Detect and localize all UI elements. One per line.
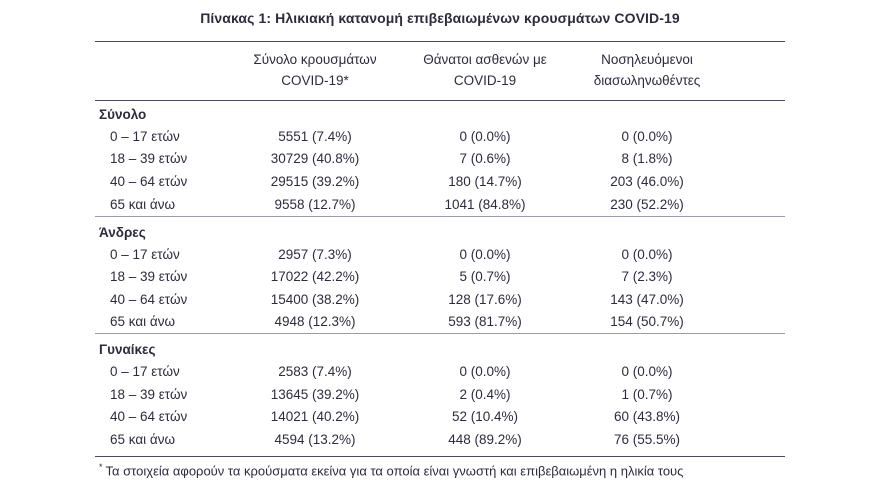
age-label: 40 – 64 ετών [110, 291, 188, 307]
age-label: 40 – 64 ετών [110, 409, 188, 425]
intubated-cell: 76 (55.5%) [613, 432, 681, 447]
page: Πίνακας 1: Ηλικιακή κατανομή επιβεβαιωμέ… [95, 10, 785, 478]
header-cases-line1: Σύνολο κρουσμάτων [253, 52, 377, 67]
cases-cell: 4948 (12.3%) [274, 314, 356, 330]
table-row: 65 και άνω 9558 (12.7%) 1041 (84.8%) 230 (5… [95, 193, 785, 216]
section-label: Σύνολο [99, 106, 147, 122]
cases-cell: 5551 (7.4%) [278, 128, 352, 144]
deaths-cell: 0 (0.0%) [459, 364, 511, 380]
footnote-marker: * [99, 461, 103, 472]
table-row: 40 – 64 ετών 15400 (38.2%) 128 (17.6%) 143 … [95, 288, 785, 311]
age-label: 40 – 64 ετών [110, 173, 188, 189]
age-label: 65 και άνω [110, 314, 176, 330]
section-header-row: Σύνολο [95, 100, 785, 125]
age-label: 65 και άνω [110, 196, 176, 212]
age-label: 0 – 17 ετών [110, 128, 180, 144]
intubated-cell: 0 (0.0%) [621, 128, 673, 144]
page-title: Πίνακας 1: Ηλικιακή κατανομή επιβεβαιωμέ… [200, 10, 680, 26]
table-row: 18 – 39 ετών 17022 (42.2%) 5 (0.7%) 7 (2.3%… [95, 266, 785, 289]
header-intubated-line2: διασωληνωθέντες [593, 72, 701, 88]
table-row: 18 – 39 ετών 30729 (40.8%) 7 (0.6%) 8 (1.8%… [95, 148, 785, 171]
age-label: 18 – 39 ετών [110, 386, 188, 402]
cases-cell: 13645 (39.2%) [270, 386, 360, 402]
deaths-cell: 2 (0.4%) [459, 386, 511, 402]
table-row: 65 και άνω 4948 (12.3%) 593 (81.7%) 154 (50… [95, 311, 785, 334]
intubated-cell: 7 (2.3%) [621, 269, 673, 285]
table-header: Σύνολο κρουσμάτων COVID-19* Θάνατοι ασθε… [95, 41, 785, 101]
table-body: Σύνολο 0 – 17 ετών 5551 (7.4%) 0 (0.0%) 0 (0… [95, 100, 785, 457]
cases-cell: 30729 (40.8%) [270, 151, 360, 167]
table-container: Σύνολο κρουσμάτων COVID-19* Θάνατοι ασθε… [95, 41, 785, 478]
cases-cell: 2957 (7.3%) [278, 246, 352, 262]
table-row: 40 – 64 ετών 29515 (39.2%) 180 (14.7%) 203 … [95, 170, 785, 193]
header-cases-line2: COVID-19* [281, 72, 349, 88]
section-header-row: Άνδρες [95, 215, 785, 244]
cases-cell: 9558 (12.7%) [274, 196, 356, 212]
deaths-cell: 7 (0.6%) [459, 151, 511, 167]
covid-age-table: Σύνολο κρουσμάτων COVID-19* Θάνατοι ασθε… [95, 41, 785, 457]
header-deaths-line1: Θάνατοι ασθενών με [423, 52, 547, 67]
deaths-cell: 0 (0.0%) [459, 128, 511, 144]
table-row: 0 – 17 ετών 2957 (7.3%) 0 (0.0%) 0 (0.0%) [95, 243, 785, 266]
section-label: Άνδρες [95, 215, 785, 244]
header-deaths-column: Θάνατοι ασθενών με COVID-19 [405, 41, 565, 101]
cases-cell: 15400 (38.2%) [270, 291, 360, 307]
age-label: 65 και άνω [110, 432, 176, 447]
intubated-cell: 0 (0.0%) [621, 246, 673, 262]
age-label: 0 – 17 ετών [110, 364, 180, 380]
table-row: 0 – 17 ετών 2583 (7.4%) 0 (0.0%) 0 (0.0%) [95, 361, 785, 384]
header-cases-column: Σύνολο κρουσμάτων COVID-19* [225, 41, 405, 101]
intubated-cell: 203 (46.0%) [610, 173, 684, 189]
deaths-cell: 448 (89.2%) [448, 432, 522, 447]
cases-cell: 29515 (39.2%) [270, 173, 360, 189]
table-row: 0 – 17 ετών 5551 (7.4%) 0 (0.0%) 0 (0.0%) [95, 125, 785, 148]
intubated-cell: 230 (52.2%) [610, 196, 684, 212]
table-row: 40 – 64 ετών 14021 (40.2%) 52 (10.4%) 60 (4… [95, 406, 785, 429]
age-label: 0 – 17 ετών [110, 246, 180, 262]
intubated-cell: 0 (0.0%) [621, 364, 673, 380]
table-row: 18 – 39 ετών 13645 (39.2%) 2 (0.4%) 1 (0.7%… [95, 383, 785, 406]
age-label: 18 – 39 ετών [110, 151, 188, 167]
deaths-cell: 1041 (84.8%) [444, 196, 526, 212]
intubated-cell: 154 (50.7%) [610, 314, 684, 330]
deaths-cell: 52 (10.4%) [451, 409, 519, 425]
cases-cell: 2583 (7.4%) [278, 364, 352, 380]
header-row: Σύνολο κρουσμάτων COVID-19* Θάνατοι ασθε… [95, 41, 785, 101]
header-deaths-line2: COVID-19 [453, 72, 517, 88]
deaths-cell: 0 (0.0%) [459, 246, 511, 262]
cases-cell: 14021 (40.2%) [270, 409, 360, 425]
intubated-cell: 1 (0.7%) [621, 386, 673, 402]
header-intubated-line1: Νοσηλευόμενοι [601, 52, 693, 67]
section-header-row: Γυναίκες [95, 333, 785, 361]
header-intubated-column: Νοσηλευόμενοι διασωληνωθέντες [565, 41, 785, 101]
intubated-cell: 60 (43.8%) [613, 409, 681, 425]
table-row: 65 και άνω 4594 (13.2%) 448 (89.2%) 76 (55.… [95, 429, 785, 457]
footnote: * Τα στοιχεία αφορούν τα κρούσματα εκείνα… [95, 462, 785, 478]
deaths-cell: 180 (14.7%) [448, 173, 522, 189]
deaths-cell: 128 (17.6%) [448, 291, 522, 307]
footnote-text: Τα στοιχεία αφορούν τα κρούσματα εκείνα … [105, 462, 684, 478]
cases-cell: 17022 (42.2%) [270, 269, 360, 285]
intubated-cell: 143 (47.0%) [610, 291, 684, 307]
intubated-cell: 8 (1.8%) [621, 151, 673, 167]
section-label: Γυναίκες [95, 333, 785, 361]
cases-cell: 4594 (13.2%) [274, 432, 356, 447]
age-label: 18 – 39 ετών [110, 269, 188, 285]
deaths-cell: 5 (0.7%) [459, 269, 511, 285]
deaths-cell: 593 (81.7%) [448, 314, 522, 330]
header-row-label-empty [95, 41, 225, 101]
